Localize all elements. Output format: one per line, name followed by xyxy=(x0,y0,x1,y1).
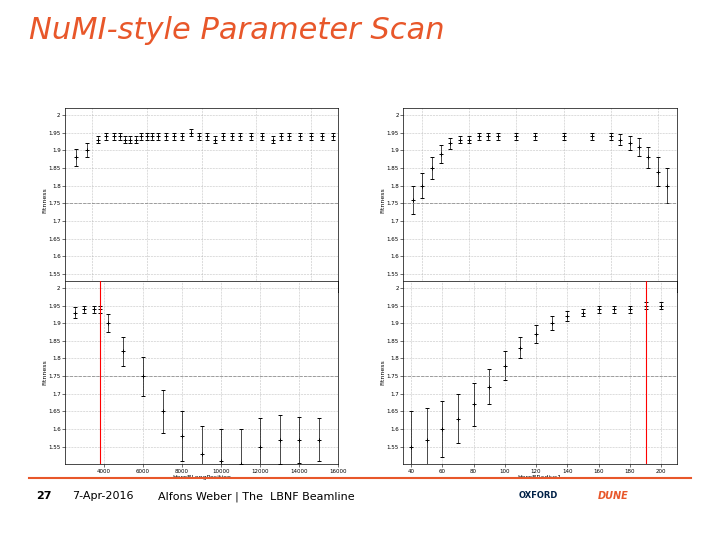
Y-axis label: Fitnness: Fitnness xyxy=(42,360,47,386)
X-axis label: HornBRadius1: HornBRadius1 xyxy=(518,475,562,480)
Text: Alfons Weber | The  LBNF Beamline: Alfons Weber | The LBNF Beamline xyxy=(158,491,355,502)
Y-axis label: Fitnness: Fitnness xyxy=(380,360,385,386)
Text: OXFORD: OXFORD xyxy=(518,491,558,501)
X-axis label: HornBLength: HornBLength xyxy=(519,302,561,307)
X-axis label: HornBLongPosition: HornBLongPosition xyxy=(172,475,231,480)
Text: 27: 27 xyxy=(36,491,52,502)
X-axis label: HornARadiusOC: HornARadiusOC xyxy=(176,302,227,307)
Y-axis label: Fitnness: Fitnness xyxy=(42,187,47,213)
Text: NuMI-style Parameter Scan: NuMI-style Parameter Scan xyxy=(29,16,444,45)
Text: DUNE: DUNE xyxy=(598,491,629,502)
Y-axis label: Fitnness: Fitnness xyxy=(380,187,385,213)
Text: 7-Apr-2016: 7-Apr-2016 xyxy=(72,491,133,502)
